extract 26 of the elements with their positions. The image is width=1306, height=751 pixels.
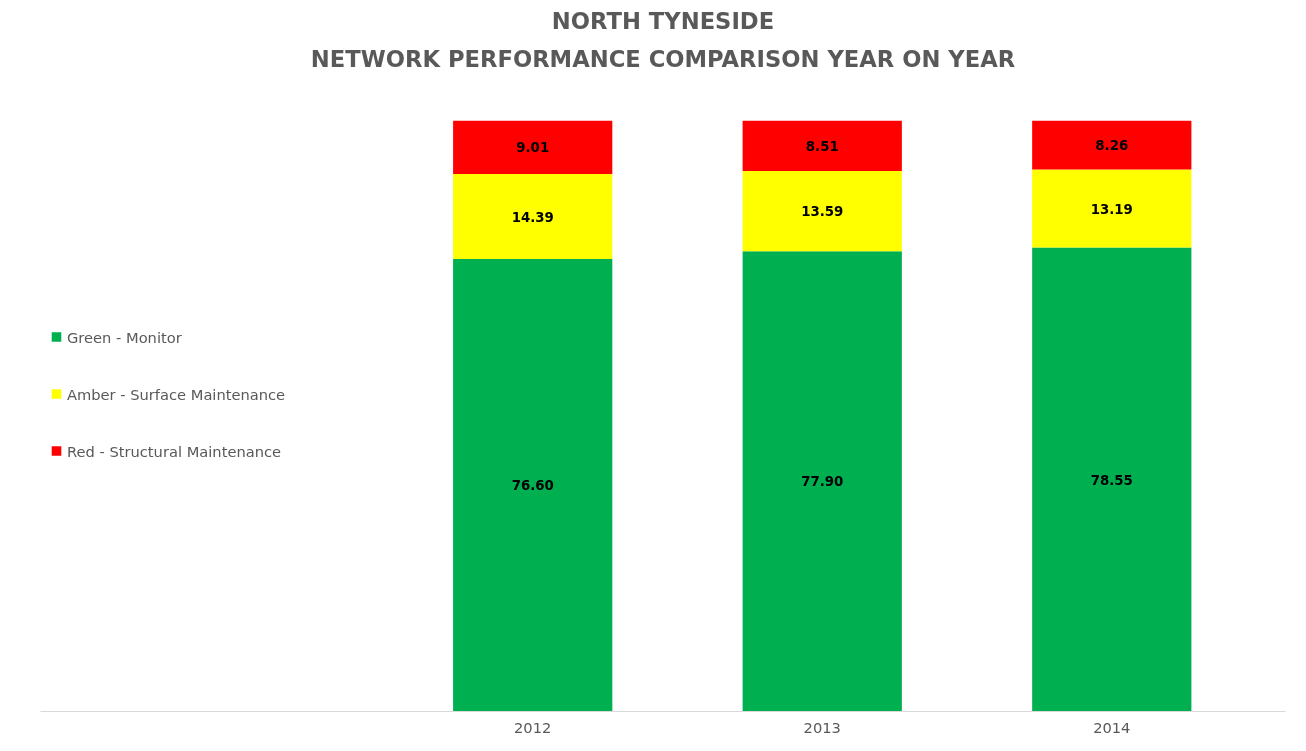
legend-label: Amber - Surface Maintenance	[67, 385, 286, 402]
data-label: 8.51	[805, 138, 839, 154]
bar	[742, 120, 902, 172]
x-tick-label: 2014	[1093, 718, 1131, 736]
x-tick-label: 2013	[803, 718, 841, 736]
data-label: 8.26	[1095, 138, 1129, 154]
bar	[1032, 169, 1192, 248]
bar	[742, 171, 902, 252]
legend-label: Red - Structural Maintenance	[67, 442, 282, 459]
chart-title: NORTH TYNESIDE	[551, 7, 775, 34]
bar	[453, 259, 613, 712]
chart-subtitle: NETWORK PERFORMANCE COMPARISON YEAR ON YEAR	[310, 45, 1016, 72]
legend-label: Green - Monitor	[67, 328, 182, 345]
bar	[1032, 247, 1192, 712]
data-label: 78.55	[1090, 472, 1133, 488]
bar	[742, 251, 902, 712]
data-label: 13.19	[1090, 201, 1133, 217]
bar	[1032, 120, 1192, 170]
data-label: 13.59	[801, 204, 844, 220]
data-label: 14.39	[511, 209, 554, 225]
bar	[453, 120, 613, 175]
bar	[453, 174, 613, 260]
data-label: 9.01	[516, 140, 550, 156]
data-label: 77.90	[801, 474, 844, 490]
x-tick-label: 2012	[514, 718, 552, 736]
data-label: 76.60	[511, 478, 554, 494]
